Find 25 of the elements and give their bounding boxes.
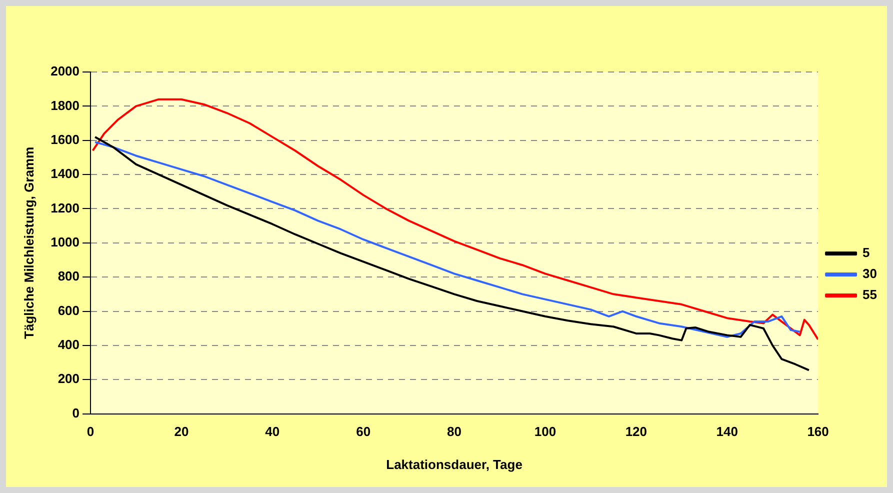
legend-label: 55 [862, 287, 878, 302]
y-tick-label: 800 [58, 268, 80, 284]
legend-label: 5 [862, 245, 870, 260]
x-tick-label: 20 [174, 424, 189, 440]
y-tick-label: 1400 [50, 166, 80, 182]
x-tick-label: 60 [356, 424, 371, 440]
x-tick-label: 80 [447, 424, 462, 440]
y-tick-label: 600 [58, 302, 80, 318]
y-tick-label: 1800 [50, 98, 80, 113]
y-tick-label: 200 [58, 371, 80, 386]
x-axis-title: Laktationsdauer, Tage [386, 456, 522, 472]
x-tick-label: 100 [534, 424, 556, 440]
x-tick-label: 40 [265, 424, 280, 440]
y-axis-title: Tägliche Milchleistung, Gramm [21, 146, 36, 339]
y-tick-label: 1200 [50, 200, 80, 216]
x-tick-label: 140 [716, 424, 738, 440]
y-tick-label: 2000 [50, 64, 80, 79]
legend-label: 30 [862, 266, 878, 282]
y-tick-label: 0 [72, 405, 80, 420]
x-tick-label: 0 [86, 424, 94, 440]
y-tick-label: 400 [58, 337, 80, 352]
y-tick-label: 1000 [50, 234, 80, 250]
x-tick-label: 160 [807, 424, 829, 440]
x-tick-label: 120 [625, 424, 648, 440]
y-tick-label: 1600 [50, 132, 80, 147]
